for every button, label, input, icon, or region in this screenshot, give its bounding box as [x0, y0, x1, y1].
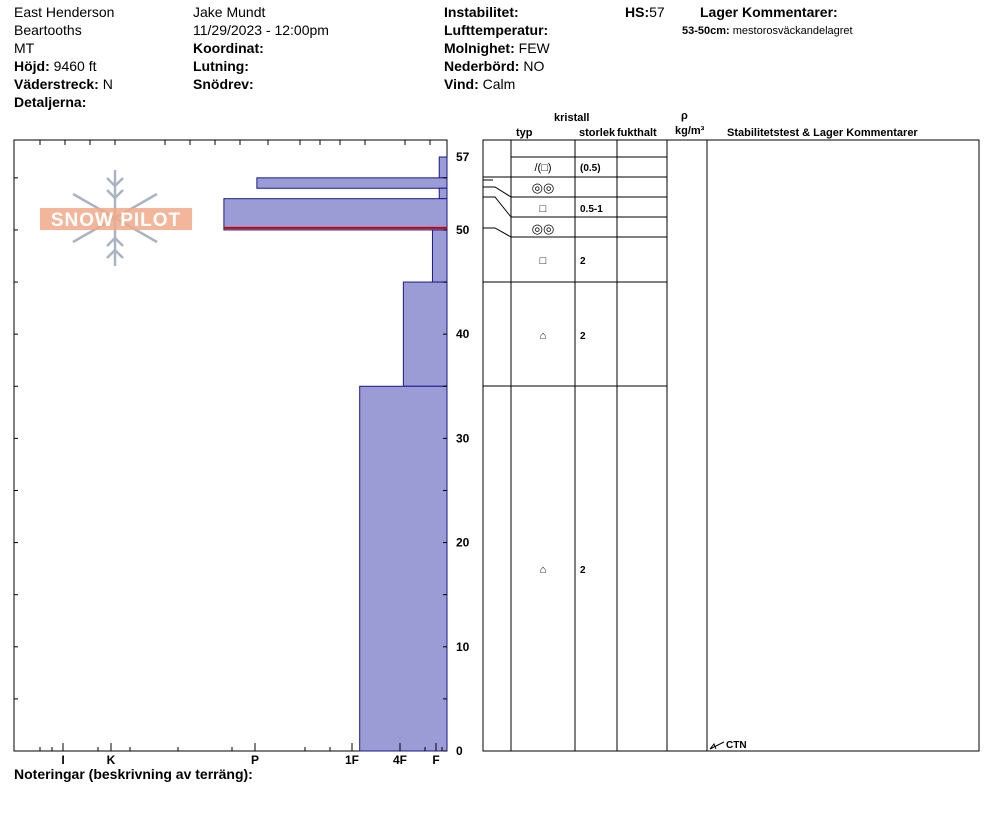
- y-tick-label-50: 50: [456, 223, 470, 237]
- x-tick-label-4F: 4F: [393, 753, 407, 767]
- details-label: Detaljerna:: [14, 94, 87, 110]
- hs-value: 57: [649, 4, 665, 20]
- aspect-label: Väderstreck:: [14, 76, 99, 92]
- grain-size-0: (0.5): [580, 163, 601, 174]
- location-name: East Henderson: [14, 4, 115, 20]
- sky-label: Molnighet:: [444, 40, 515, 56]
- layer-comment-text: mestorosväckandelagret: [732, 25, 853, 37]
- slope-label: Lutning:: [193, 58, 249, 74]
- notes-label: Noteringar (beskrivning av terräng):: [14, 766, 253, 782]
- hs-row: HS:57: [625, 3, 665, 21]
- hardness-layer-4: [431, 229, 448, 283]
- wind-label: Vind:: [444, 76, 479, 92]
- hardness-layer-3: [223, 198, 448, 231]
- mountain-range: Beartooths: [14, 22, 82, 38]
- air-temp-label: Lufttemperatur:: [444, 22, 549, 38]
- grain-type-6: ⌂: [540, 564, 547, 576]
- x-tick-label-F: F: [432, 753, 439, 767]
- drift-label: Snödrev:: [193, 76, 254, 92]
- precip-value: NO: [523, 58, 545, 74]
- moisture-header: fukthalt: [617, 127, 657, 139]
- row-connector-1: [483, 186, 512, 198]
- aspect-row: Väderstreck: N: [14, 75, 113, 93]
- hardness-layer-2: [438, 187, 448, 200]
- stability-header: Stabilitetstest & Lager Kommentarer: [727, 127, 918, 139]
- grain-type-4: □: [540, 255, 547, 267]
- crystal-header: kristall: [554, 112, 590, 124]
- elevation-value: 9460 ft: [53, 58, 97, 74]
- y-tick-label-10: 10: [456, 640, 470, 654]
- grain-type-0: /(□): [534, 162, 551, 174]
- precip-row: Nederbörd: NO: [444, 57, 544, 75]
- type-header: typ: [516, 127, 533, 139]
- grain-type-1: ◎◎: [532, 180, 555, 195]
- density-header: kg/m³: [675, 125, 705, 137]
- sky-row: Molnighet: FEW: [444, 39, 550, 57]
- observation-datetime: 11/29/2023 - 12:00pm: [193, 22, 329, 38]
- instability-label: Instabilitet:: [444, 4, 519, 20]
- x-tick-label-K: K: [107, 753, 116, 767]
- hs-label: HS:: [625, 4, 650, 20]
- test-result-arrow: [709, 741, 725, 750]
- elevation-label: Höjd:: [14, 58, 50, 74]
- grain-type-2: □: [540, 203, 547, 215]
- y-tick-label-20: 20: [456, 536, 470, 550]
- grain-table-frame: [482, 139, 980, 752]
- layer-comment-depth: 53-50cm:: [682, 25, 730, 37]
- row-connector-2: [483, 196, 512, 218]
- y-tick-label-40: 40: [456, 327, 470, 341]
- grain-size-2: 0.5-1: [580, 204, 603, 215]
- rho-header: ρ: [681, 110, 688, 122]
- hardness-layer-5: [402, 281, 448, 387]
- wind-row: Vind: Calm: [444, 75, 515, 93]
- hardness-layer-0: [438, 156, 448, 179]
- test-result-arrowhead: [709, 743, 717, 750]
- x-tick-label-P: P: [251, 753, 259, 767]
- precip-label: Nederbörd:: [444, 58, 520, 74]
- state: MT: [14, 40, 35, 56]
- elevation-row: Höjd: 9460 ft: [14, 57, 96, 75]
- y-tick-label-57: 57: [456, 150, 470, 164]
- hardness-layer-1: [256, 177, 448, 189]
- grain-size-5: 2: [580, 331, 586, 342]
- aspect-value: N: [102, 76, 113, 92]
- grain-type-3: ◎◎: [532, 221, 555, 236]
- hardness-layer-6: [359, 385, 448, 752]
- sky-value: FEW: [518, 40, 550, 56]
- row-connector-3: [483, 227, 512, 238]
- observer-name: Jake Mundt: [193, 4, 266, 20]
- y-tick-label-0: 0: [456, 744, 463, 758]
- test-result-label: CTN: [726, 740, 747, 751]
- wind-value: Calm: [482, 76, 516, 92]
- grain-size-6: 2: [580, 565, 586, 576]
- y-tick-label-30: 30: [456, 431, 470, 445]
- grain-size-4: 2: [580, 256, 586, 267]
- layer-comments-label: Lager Kommentarer:: [700, 4, 838, 20]
- x-tick-label-I: I: [61, 753, 64, 767]
- x-tick-label-1F: 1F: [345, 753, 359, 767]
- size-header: storlek: [579, 127, 616, 139]
- layer-comment: 53-50cm: mestorosväckandelagret: [682, 22, 853, 40]
- coordinate-label: Koordinat:: [193, 40, 264, 56]
- grain-type-5: ⌂: [540, 330, 547, 342]
